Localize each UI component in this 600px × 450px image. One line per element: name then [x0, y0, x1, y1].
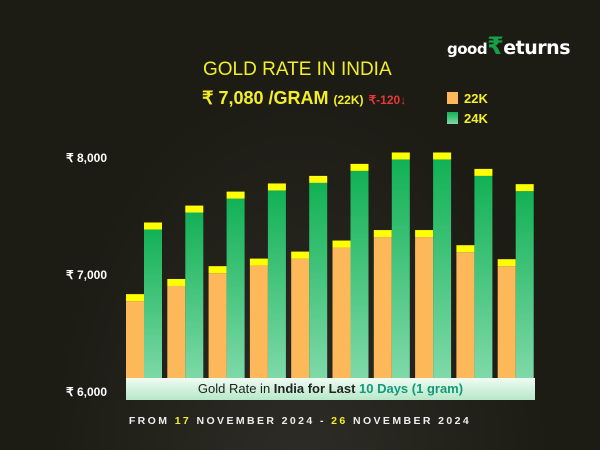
price-line: ₹ 7,080 /GRAM (22K) ₹-120↓: [202, 88, 406, 109]
bar-24k-20-nov: [267, 190, 286, 392]
legend-swatch-22k: [447, 92, 458, 104]
bar-cap: [332, 240, 351, 248]
bar-cap: [474, 168, 493, 176]
bar-cap: [415, 230, 434, 238]
bar-24k-24-nov: [433, 159, 452, 392]
goodreturns-logo: good₹eturns: [447, 32, 570, 60]
y-tick-label: ₹ 6,000: [66, 385, 107, 399]
bar-cap: [144, 222, 162, 230]
bar-cap: [456, 245, 475, 253]
bar-cap: [433, 152, 452, 160]
legend: 22K 24K: [447, 88, 488, 128]
bar-cap: [291, 251, 310, 259]
bar-24k-22-nov: [350, 170, 369, 392]
bar-cap: [373, 230, 392, 238]
bar-24k-26-nov: [515, 191, 534, 392]
bar-cap: [515, 184, 534, 192]
bar-22k-24-nov: [415, 237, 434, 392]
chart-title: GOLD RATE IN INDIA: [203, 59, 392, 80]
legend-swatch-24k: [447, 112, 458, 124]
bar-24k-21-nov: [309, 182, 328, 392]
bar-cap: [126, 294, 144, 302]
bar-24k-19-nov: [226, 198, 245, 392]
bar-cap: [226, 191, 245, 199]
bar-22k-22-nov: [332, 247, 351, 392]
legend-item-24k: 24K: [447, 108, 488, 128]
bar-24k-23-nov: [391, 159, 410, 392]
price-unit: (22K): [333, 93, 364, 107]
bar-22k-18-nov: [167, 285, 186, 392]
bar-cap: [391, 152, 410, 160]
bar-24k-17-nov: [144, 229, 162, 392]
bar-22k-21-nov: [291, 258, 310, 392]
bar-22k-23-nov: [373, 237, 392, 392]
bar-24k-18-nov: [185, 212, 204, 392]
bar-cap: [208, 266, 227, 274]
bar-cap: [497, 259, 516, 267]
bar-22k-17-nov: [126, 301, 144, 392]
legend-item-22k: 22K: [447, 88, 488, 108]
bar-cap: [185, 205, 204, 213]
bar-22k-26-nov: [497, 266, 516, 392]
bar-22k-25-nov: [456, 252, 475, 392]
bar-cap: [167, 278, 186, 286]
bar-22k-19-nov: [208, 273, 227, 392]
bar-cap: [350, 163, 369, 171]
y-tick-label: ₹ 8,000: [66, 151, 107, 165]
bar-cap: [249, 258, 268, 266]
price-change: ₹-120↓: [368, 93, 407, 107]
bar-22k-20-nov: [249, 265, 268, 392]
y-tick-label: ₹ 7,000: [66, 268, 107, 282]
bar-cap: [309, 175, 328, 183]
chart-caption-banner: Gold Rate in India for Last 10 Days (1 g…: [126, 378, 535, 400]
date-range: FROM 17 NOVEMBER 2024 - 26 NOVEMBER 2024: [128, 415, 472, 427]
price-value: ₹ 7,080 /GRAM: [202, 88, 329, 108]
bar-24k-25-nov: [474, 175, 493, 392]
bar-cap: [267, 183, 286, 191]
